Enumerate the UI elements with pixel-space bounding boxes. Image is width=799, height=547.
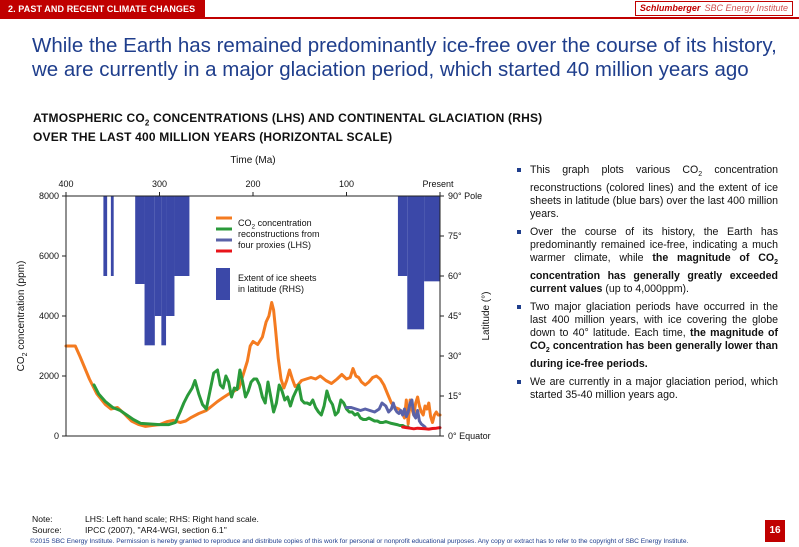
y-tick-label-left: 6000	[39, 251, 59, 261]
co2-glaciation-chart: 400 300 200 100 Present Time (Ma) 0 2000 4000 600…	[16, 155, 492, 441]
ice-sheet-bar	[135, 196, 145, 284]
page-title: While the Earth has remained predominant…	[32, 34, 777, 81]
notes: Note: LHS: Left hand scale; RHS: Right ha…	[32, 514, 259, 535]
y-tick-label-right: 75°	[448, 231, 462, 241]
y-tick-label-right: 0° Equator	[448, 431, 491, 441]
ice-sheet-bar	[407, 196, 425, 330]
note-key: Note:	[32, 514, 53, 524]
source-value: IPCC (2007), "AR4-WGI, section 6.1"	[85, 524, 227, 535]
x-axis-label: Time (Ma)	[230, 155, 275, 166]
y-tick-label-right: 60°	[448, 271, 462, 281]
note-value: LHS: Left hand scale; RHS: Right hand sc…	[85, 514, 259, 524]
bullet-item: Over the course of its history, the Eart…	[516, 226, 778, 295]
y-tick-label-left: 4000	[39, 311, 59, 321]
section-label: 2. PAST AND RECENT CLIMATE CHANGES	[0, 0, 205, 18]
x-tick-label: 400	[58, 179, 73, 189]
y-tick-label-right: 90° Pole	[448, 191, 482, 201]
co2-series-line	[64, 301, 442, 428]
co2-series-line	[345, 398, 427, 429]
brand-logo: Schlumberger SBC Energy Institute	[634, 1, 793, 16]
top-bar: 2. PAST AND RECENT CLIMATE CHANGES Schlu…	[0, 0, 799, 20]
x-tick-label: 100	[339, 179, 354, 189]
ice-sheet-bar	[174, 196, 190, 276]
y-tick-label-left: 2000	[39, 371, 59, 381]
brand-primary: Schlumberger	[639, 3, 701, 13]
y-tick-label-right: 30°	[448, 351, 462, 361]
co2-series-line	[92, 368, 410, 429]
header-divider	[0, 17, 799, 19]
bullet-list: This graph plots various CO2 concentrati…	[516, 164, 778, 408]
co2-series-line	[401, 425, 442, 431]
ice-sheet-bar	[144, 196, 155, 346]
brand-secondary: SBC Energy Institute	[704, 3, 788, 13]
ice-sheet-bar	[154, 196, 162, 316]
y-tick-label-left: 0	[54, 431, 59, 441]
source-key: Source:	[32, 524, 62, 535]
ice-sheet-bar	[161, 196, 167, 346]
x-tick-label: Present	[422, 179, 454, 189]
y-tick-label-right: 15°	[448, 391, 462, 401]
legend-ice-label: Extent of ice sheets in latitude (RHS)	[238, 273, 317, 294]
bullet-item: Two major glaciation periods have occurr…	[516, 301, 778, 370]
legend-co2-label: CO2 concentration reconstructions from fou…	[238, 218, 320, 250]
legend-ice-swatch	[216, 268, 230, 300]
bullet-item: We are currently in a major glaciation p…	[516, 376, 778, 402]
x-tick-label: 200	[245, 179, 260, 189]
page-number: 16	[765, 520, 785, 542]
chart-title: ATMOSPHERIC CO2 CONCENTRATIONS (LHS) AND…	[33, 111, 543, 145]
y-tick-label-left: 8000	[39, 191, 59, 201]
ice-sheet-bar	[103, 196, 108, 276]
bullet-item: This graph plots various CO2 concentrati…	[516, 164, 778, 220]
x-tick-label: 300	[152, 179, 167, 189]
ice-sheet-bar	[166, 196, 175, 316]
y-axis-label-left: CO2 concentration (ppm)	[16, 261, 29, 372]
ice-sheet-bar	[397, 196, 408, 276]
ice-sheet-bar	[424, 196, 440, 282]
copyright: ©2015 SBC Energy Institute. Permission i…	[30, 538, 689, 545]
ice-sheet-bar	[110, 196, 114, 276]
y-tick-label-right: 45°	[448, 311, 462, 321]
y-axis-label-right: Latitude (°)	[481, 291, 492, 340]
